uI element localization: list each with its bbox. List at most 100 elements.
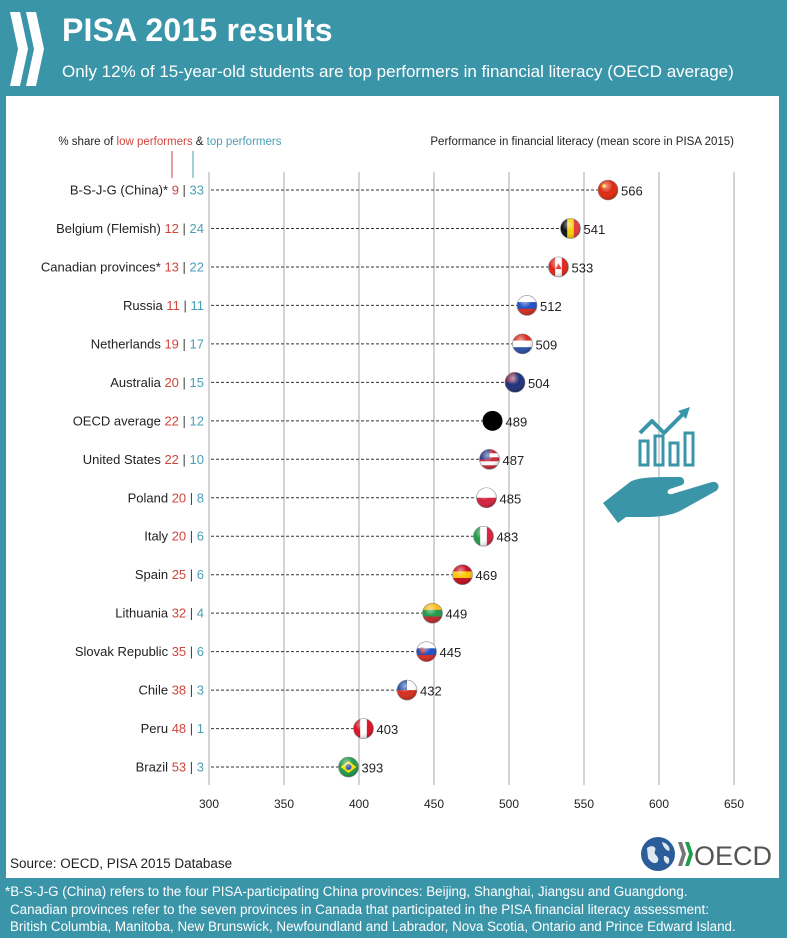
flag-poland-icon: [476, 487, 497, 509]
score-label: 512: [540, 299, 562, 314]
low-performers-value: 20: [172, 490, 186, 505]
row-label: Russia 11 | 11: [123, 298, 204, 313]
x-axis-ticks: 300 350 400 450 500 550 600 650: [199, 797, 744, 811]
chart-title: Performance in financial literacy (mean …: [430, 136, 734, 148]
flag-russia-icon: [516, 295, 538, 316]
separator: |: [180, 298, 191, 313]
country-name: Australia: [110, 375, 164, 390]
low-performers-value: 22: [164, 413, 178, 428]
score-label: 485: [500, 491, 522, 506]
chart-row: Brazil 53 | 3 393: [136, 756, 384, 778]
row-label: Belgium (Flemish) 12 | 24: [56, 221, 204, 236]
flag-brazil-icon: [338, 756, 359, 778]
footnotes: *B-S-J-G (China) refers to the four PISA…: [0, 878, 787, 938]
separator: |: [179, 336, 190, 351]
svg-text:% share of low performers & to: % share of low performers & top performe…: [36, 136, 297, 148]
row-label: Peru 48 | 1: [141, 721, 204, 736]
low-performers-value: 19: [164, 336, 178, 351]
top-performers-value: 6: [197, 567, 204, 582]
chart-row: Spain 25 | 6 469: [135, 564, 497, 586]
country-name: Slovak Republic: [75, 644, 172, 659]
flag-china-icon: [597, 179, 619, 201]
top-performers-value: 6: [197, 644, 204, 659]
flag-netherlands-icon: [512, 333, 533, 355]
chart-row: Lithuania 32 | 4 449: [115, 602, 468, 624]
legend-amp: &: [193, 136, 207, 148]
score-label: 393: [362, 761, 384, 776]
score-label: 541: [584, 222, 606, 237]
chart-row: B-S-J-G (China)* 9 | 33 566: [70, 179, 643, 201]
top-performers-value: 3: [197, 760, 204, 775]
top-performers-value: 4: [197, 606, 204, 621]
chart-row: Italy 20 | 6 483: [144, 525, 519, 547]
separator: |: [186, 606, 197, 621]
country-name: Poland: [128, 490, 172, 505]
top-performers-value: 8: [197, 490, 204, 505]
score-label: 403: [377, 722, 399, 737]
flag-australia-icon: [504, 372, 526, 393]
row-label: Netherlands 19 | 17: [91, 336, 204, 351]
low-performers-value: 13: [164, 259, 178, 274]
flag-peru-icon: [353, 718, 374, 739]
country-name: Netherlands: [91, 336, 165, 351]
page-title: PISA 2015 results: [62, 12, 333, 48]
chart-row: Canadian provinces* 13 | 22 533: [41, 256, 593, 278]
top-performers-value: 24: [190, 221, 204, 236]
low-performers-value: 53: [172, 760, 186, 775]
chart-row: Peru 48 | 1 403: [141, 718, 399, 739]
row-label: Lithuania 32 | 4: [115, 606, 204, 621]
flag-usa-icon: [479, 448, 500, 470]
x-tick-label: 300: [199, 797, 219, 811]
score-label: 432: [420, 684, 442, 699]
separator: |: [186, 721, 197, 736]
score-label: 487: [503, 453, 525, 468]
low-performers-value: 35: [172, 644, 186, 659]
chart-row: OECD average 22 | 12 489: [73, 410, 527, 431]
chart-row: United States 22 | 10 487: [83, 448, 525, 470]
oecd-logo-text: OECD: [694, 841, 772, 871]
chart-row: Belgium (Flemish) 12 | 24 541: [56, 218, 606, 239]
separator: |: [179, 259, 190, 274]
legend-prefix: % share of: [58, 136, 116, 148]
score-label: 449: [446, 607, 468, 622]
x-tick-label: 600: [649, 797, 669, 811]
score-label: 445: [440, 645, 462, 660]
top-performers-value: 11: [191, 298, 205, 313]
legend-low-label: low performers: [117, 136, 193, 148]
top-performers-value: 1: [197, 721, 204, 736]
financial-growth-hand-icon: [603, 407, 719, 523]
country-name: Brazil: [136, 760, 172, 775]
country-name: Peru: [141, 721, 172, 736]
row-label: Canadian provinces* 13 | 22: [41, 259, 204, 274]
low-performers-value: 38: [172, 683, 186, 698]
oecd-chevron-logo-icon: [10, 12, 44, 86]
separator: |: [186, 644, 197, 659]
row-label: United States 22 | 10: [83, 452, 204, 467]
row-label: Slovak Republic 35 | 6: [75, 644, 204, 659]
row-label: Chile 38 | 3: [138, 683, 204, 698]
low-performers-value: 22: [164, 452, 178, 467]
country-name: United States: [83, 452, 165, 467]
separator: |: [179, 452, 190, 467]
low-performers-value: 20: [172, 529, 186, 544]
score-label: 566: [621, 184, 643, 199]
country-name: B-S-J-G (China)*: [70, 183, 172, 198]
footnote-2: Canadian provinces refer to the seven pr…: [10, 902, 709, 917]
score-label: 483: [497, 530, 519, 545]
source-note: Source: OECD, PISA 2015 Database: [10, 856, 233, 871]
country-name: Belgium (Flemish): [56, 221, 164, 236]
chart-row: Poland 20 | 8 485: [128, 487, 522, 509]
separator: |: [179, 413, 190, 428]
separator: |: [179, 183, 190, 198]
low-performers-value: 11: [166, 298, 180, 313]
country-name: Russia: [123, 298, 166, 313]
flag-chile-icon: [396, 679, 418, 701]
country-name: Chile: [138, 683, 171, 698]
top-performers-value: 15: [190, 375, 204, 390]
top-performers-value: 33: [190, 183, 204, 198]
separator: |: [186, 529, 197, 544]
oecd-average-marker: [482, 410, 503, 431]
chart-row: Russia 11 | 11 512: [123, 295, 562, 316]
separator: |: [179, 221, 190, 236]
